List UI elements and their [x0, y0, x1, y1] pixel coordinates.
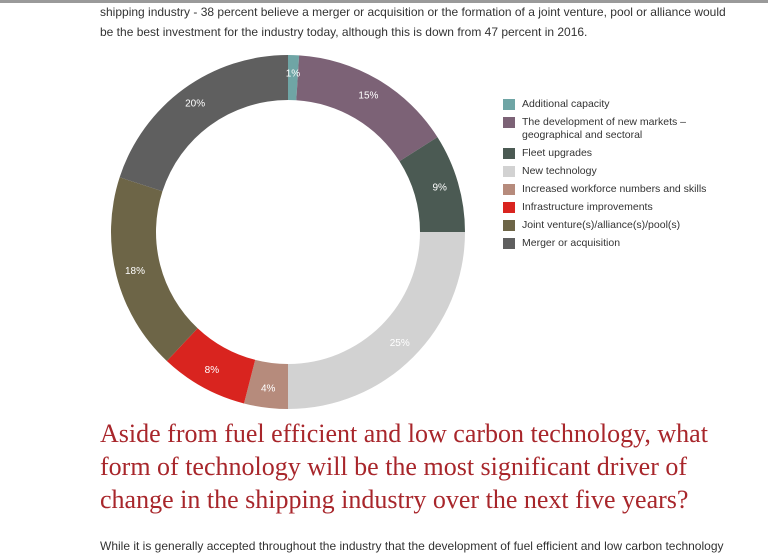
legend-label: Merger or acquisition [522, 237, 621, 249]
legend-label: Additional capacity [522, 98, 610, 110]
legend-swatch [503, 202, 515, 213]
chart-legend: Additional capacity The development of n… [503, 98, 753, 255]
legend-item-joint-venture: Joint venture(s)/alliance(s)/pool(s) [503, 219, 753, 232]
donut-slice-3 [288, 232, 465, 409]
legend-label: Increased workforce numbers and skills [522, 183, 707, 195]
legend-swatch [503, 99, 515, 110]
donut-slice-4 [243, 359, 288, 409]
legend-item-fleet-upgrades: Fleet upgrades [503, 147, 753, 160]
legend-item-workforce: Increased workforce numbers and skills [503, 183, 753, 196]
question-line-1: Aside from fuel efficient and low carbon… [100, 419, 708, 448]
donut-slice-label-4: 4% [261, 383, 276, 394]
intro-line-2: be the best investment for the industry … [100, 25, 588, 39]
donut-slice-6 [110, 177, 198, 362]
legend-swatch [503, 166, 515, 177]
donut-slice-7 [119, 55, 288, 192]
donut-slice-label-2: 9% [432, 182, 447, 193]
donut-slices [110, 55, 465, 409]
top-border [0, 0, 768, 3]
legend-label-continued: geographical and sectoral [522, 129, 643, 141]
donut-slice-label-6: 18% [125, 266, 145, 277]
donut-slice-labels: 1% 15% 9% 25% 4% 8% 18% 20% [125, 69, 447, 395]
legend-label: The development of new markets – [522, 116, 687, 128]
donut-slice-0 [288, 55, 300, 101]
legend-label: Joint venture(s)/alliance(s)/pool(s) [522, 219, 681, 231]
legend-item-additional-capacity: Additional capacity [503, 98, 753, 111]
legend-label: Fleet upgrades [522, 147, 593, 159]
legend-item-infrastructure: Infrastructure improvements [503, 201, 753, 214]
donut-slice-2 [399, 137, 465, 232]
legend-item-new-markets: The development of new markets – geograp… [503, 116, 753, 142]
legend-swatch [503, 117, 515, 128]
legend-swatch [503, 238, 515, 249]
donut-slice-1 [296, 55, 438, 162]
legend-item-new-technology: New technology [503, 165, 753, 178]
legend-label: New technology [522, 165, 597, 177]
question-heading: Aside from fuel efficient and low carbon… [100, 417, 760, 516]
legend-swatch [503, 184, 515, 195]
question-line-3: change in the shipping industry over the… [100, 485, 689, 514]
closing-paragraph: While it is generally accepted throughou… [100, 539, 724, 553]
intro-line-1: shipping industry - 38 percent believe a… [100, 5, 726, 19]
question-line-2: form of technology will be the most sign… [100, 452, 688, 481]
donut-slice-label-5: 8% [205, 365, 220, 376]
legend-label: Infrastructure improvements [522, 201, 653, 213]
donut-slice-label-1: 15% [358, 91, 378, 102]
donut-slice-label-7: 20% [185, 99, 205, 110]
donut-slice-5 [166, 328, 256, 404]
donut-slice-label-0: 1% [286, 69, 301, 80]
intro-paragraph: shipping industry - 38 percent believe a… [100, 2, 740, 42]
legend-swatch [503, 220, 515, 231]
legend-swatch [503, 148, 515, 159]
donut-slice-label-3: 25% [390, 338, 410, 349]
legend-item-merger: Merger or acquisition [503, 237, 753, 250]
